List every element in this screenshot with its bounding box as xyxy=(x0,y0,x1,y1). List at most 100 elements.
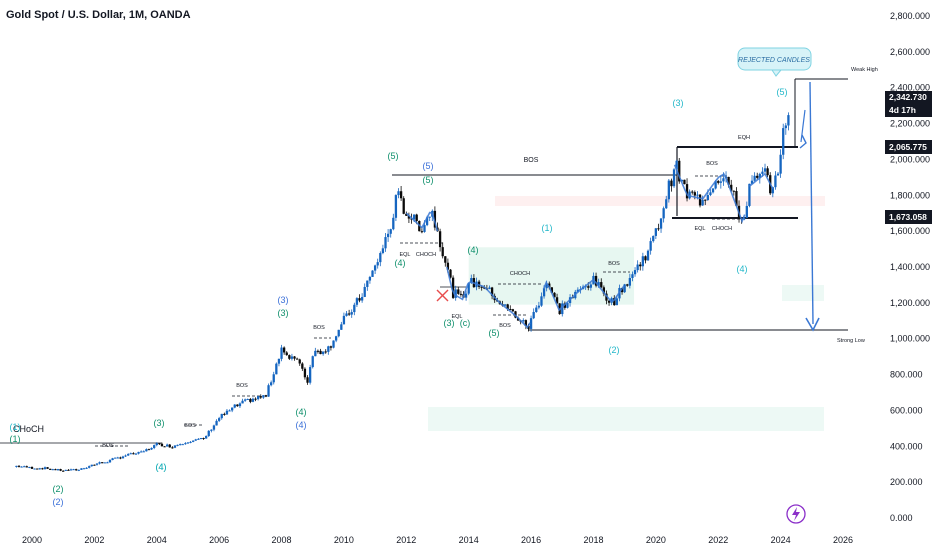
candle-body xyxy=(316,350,320,352)
candle-body xyxy=(285,352,288,356)
x-tick-label: 2010 xyxy=(334,535,354,545)
wave-label: (4) xyxy=(296,407,307,417)
candle-body xyxy=(90,464,93,467)
candle-body xyxy=(420,231,424,233)
candle-body xyxy=(480,286,483,288)
x-tick-label: 2026 xyxy=(833,535,853,545)
price-tag-current: 2,342.730 xyxy=(889,92,927,102)
candle-body xyxy=(277,358,281,364)
candle-body xyxy=(275,363,278,375)
candle-body xyxy=(457,289,460,294)
candle-body xyxy=(428,216,431,218)
candle-body xyxy=(295,358,299,360)
candle-body xyxy=(522,320,525,322)
candle-body xyxy=(67,469,70,471)
candle-body xyxy=(106,462,109,464)
swing-line xyxy=(748,172,774,190)
candle-body xyxy=(114,457,117,459)
small-zone xyxy=(782,285,824,301)
candle-body xyxy=(685,184,689,199)
price-tag-level-bg xyxy=(885,140,932,154)
candle-body xyxy=(176,444,179,446)
wave-label: (4) xyxy=(468,245,479,255)
candle-body xyxy=(610,298,613,303)
x-tick-label: 2004 xyxy=(147,535,167,545)
wave-label: (4) xyxy=(395,258,406,268)
candle-body xyxy=(607,300,611,303)
candle-body xyxy=(179,444,182,446)
candle-body xyxy=(683,179,686,185)
candle-body xyxy=(259,396,262,398)
x-tick-label: 2022 xyxy=(708,535,728,545)
candle-body xyxy=(246,398,249,400)
candle-body xyxy=(620,287,624,293)
candle-body xyxy=(145,449,148,452)
candle-body xyxy=(262,395,265,398)
x-tick-label: 2018 xyxy=(583,535,603,545)
candle-body xyxy=(28,466,31,468)
candle-body xyxy=(701,199,704,206)
candle-body xyxy=(576,289,580,292)
wave-label: (2) xyxy=(53,497,64,507)
demand-zone xyxy=(428,407,824,431)
y-tick-label: 600.000 xyxy=(890,405,923,415)
candle-body xyxy=(589,284,593,288)
x-tick-label: 2014 xyxy=(459,535,479,545)
candle-body xyxy=(228,410,231,412)
candle-body xyxy=(158,443,161,445)
candle-body xyxy=(722,178,725,182)
y-tick-label: 2,000.000 xyxy=(890,154,930,164)
candle-body xyxy=(116,457,119,459)
candle-body xyxy=(527,325,530,329)
invalidation-x-mark xyxy=(436,289,449,302)
price-tag-countdown-bg xyxy=(885,104,932,117)
candle-body xyxy=(451,277,455,298)
candle-body xyxy=(529,318,533,329)
zones-layer xyxy=(428,196,825,431)
candle-body xyxy=(613,298,616,306)
candle-body xyxy=(787,115,790,126)
candle-body xyxy=(254,398,257,400)
candle-body xyxy=(371,270,374,277)
wave-label: (5) xyxy=(388,151,399,161)
candle-body xyxy=(207,430,210,436)
candle-body xyxy=(368,276,372,281)
candle-body xyxy=(415,214,418,221)
candle-body xyxy=(192,440,195,442)
candle-body xyxy=(623,284,626,293)
candle-body xyxy=(56,469,60,471)
candle-body xyxy=(147,449,151,451)
candle-body xyxy=(69,469,73,471)
candle-body xyxy=(566,303,569,308)
candle-body xyxy=(251,398,255,402)
candle-body xyxy=(376,262,379,266)
wave-label: (2) xyxy=(609,345,620,355)
candle-body xyxy=(441,247,444,257)
candle-body xyxy=(155,443,158,446)
candle-body xyxy=(711,188,715,193)
candle-body xyxy=(194,439,197,441)
bos-label: BOS xyxy=(184,423,196,429)
candle-body xyxy=(384,237,387,249)
price-tag-low-bg xyxy=(885,210,932,224)
candle-body xyxy=(688,191,691,199)
candle-body xyxy=(615,298,619,306)
candle-body xyxy=(64,469,67,471)
candle-body xyxy=(704,199,707,201)
candle-body xyxy=(636,264,639,271)
candle-body xyxy=(444,256,447,263)
candle-body xyxy=(761,171,764,174)
candle-body xyxy=(488,287,491,290)
candle-body xyxy=(714,181,717,189)
candle-body xyxy=(80,468,83,470)
candle-body xyxy=(649,241,652,251)
eql-label: EQL xyxy=(451,314,462,320)
small-arrow-head xyxy=(799,134,807,149)
eqh-label: EQH xyxy=(738,135,750,141)
candle-body xyxy=(433,210,437,228)
candle-body xyxy=(719,181,722,183)
candle-body xyxy=(446,262,450,270)
candle-body xyxy=(256,396,260,400)
bos-label: BOS xyxy=(102,443,114,449)
candle-body xyxy=(199,438,203,440)
